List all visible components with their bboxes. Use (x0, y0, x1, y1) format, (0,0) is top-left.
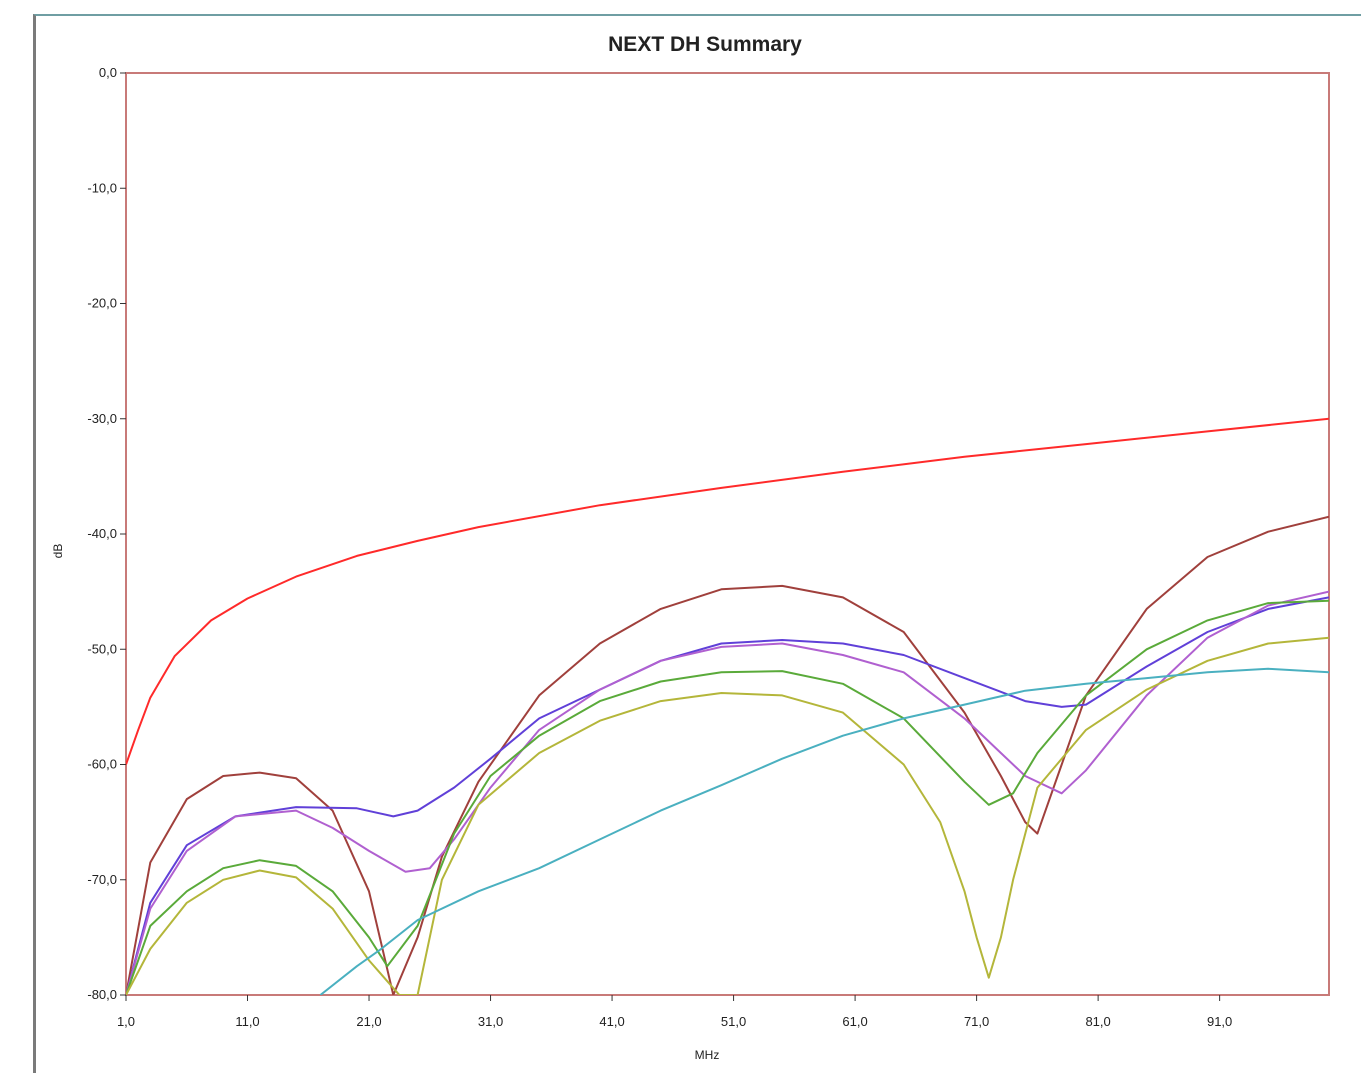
x-tick-label: 21,0 (356, 1014, 381, 1029)
y-tick-label: 0,0 (99, 65, 117, 80)
series-line-1 (126, 417, 1329, 765)
x-axis-label: MHz (695, 1048, 720, 1062)
x-tick-label: 91,0 (1207, 1014, 1232, 1029)
x-tick-label: 51,0 (721, 1014, 746, 1029)
series-line-6 (126, 636, 1329, 995)
series-line-4 (126, 590, 1329, 995)
x-tick-label: 71,0 (964, 1014, 989, 1029)
chart-frame (33, 14, 1361, 1073)
series-line-5 (126, 599, 1329, 995)
series-line-7 (319, 667, 1329, 995)
y-tick-label: -80,0 (87, 987, 117, 1002)
y-tick-label: -70,0 (87, 872, 117, 887)
x-axis-ticks: 1,0 11,0 21,0 31,0 41,0 51,0 61,0 71,0 81,0 91,0 (117, 995, 1232, 1029)
x-tick-label: 31,0 (478, 1014, 503, 1029)
y-tick-label: -60,0 (87, 757, 117, 772)
y-axis-ticks: 0,0 -10,0 -20,0 -30,0 -40,0 -50,0 -60,0 -70,0 -8… (87, 65, 126, 1002)
x-tick-label: 1,0 (117, 1014, 135, 1029)
y-tick-label: -20,0 (87, 296, 117, 311)
series-line-2 (126, 515, 1329, 995)
y-tick-label: -30,0 (87, 411, 117, 426)
chart-title: NEXT DH Summary (608, 33, 802, 56)
y-axis-label: dB (51, 544, 65, 559)
y-tick-label: -50,0 (87, 641, 117, 656)
x-tick-label: 41,0 (599, 1014, 624, 1029)
plot-area (125, 72, 1330, 996)
x-tick-label: 61,0 (842, 1014, 867, 1029)
y-tick-label: -10,0 (87, 180, 117, 195)
x-tick-label: 81,0 (1085, 1014, 1110, 1029)
series-lines (126, 417, 1329, 995)
x-tick-label: 11,0 (235, 1014, 259, 1029)
y-tick-label: -40,0 (87, 526, 117, 541)
